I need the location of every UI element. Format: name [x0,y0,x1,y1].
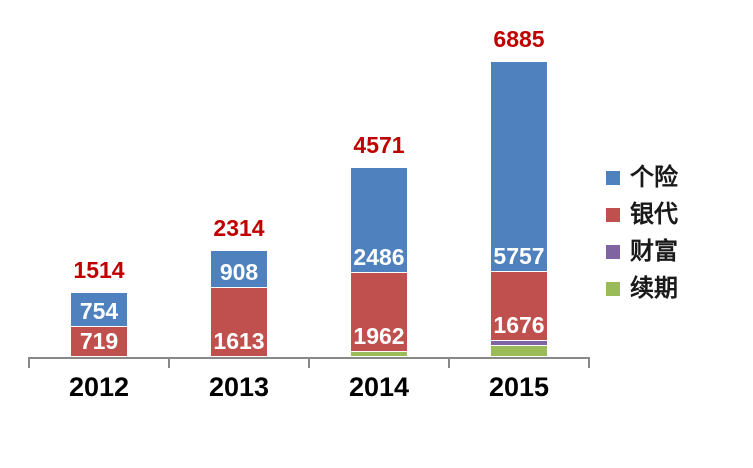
stacked-bar: 719 754 [71,293,127,356]
bar-segment: 719 [71,327,127,356]
legend-item: 个险 [606,164,678,192]
x-axis-category-label: 2013 [208,372,270,402]
legend-swatch [606,245,620,259]
segment-value-label: 719 [79,328,119,354]
bar-segment: 1613 [211,288,267,356]
legend-item: 续期 [606,275,678,303]
bar-segment: 1676 [491,272,547,340]
stacked-bar: 1962 2486 [351,168,407,356]
legend-label: 续期 [630,275,678,302]
legend-swatch [606,282,620,296]
total-value-label: 6885 [493,26,545,52]
legend-label: 个险 [630,164,678,191]
legend-swatch [606,171,620,185]
bar-segment: 5757 [491,62,547,271]
bar-segment: 908 [211,251,267,287]
stacked-bar: 1613 908 [211,251,267,356]
legend-swatch [606,208,620,222]
x-axis-tick [28,357,30,368]
x-axis-category-label: 2012 [68,372,130,402]
bar-segment: 1962 [351,273,407,351]
total-value-label: 1514 [73,257,125,283]
segment-value-label: 1962 [353,323,405,349]
legend: 个险 银代 财富 续期 [606,164,678,312]
stacked-bar: 1676 5757 [491,62,547,356]
x-axis-category-label: 2014 [348,372,410,402]
legend-item: 银代 [606,201,678,229]
legend-label: 银代 [630,201,678,228]
x-axis-tick [588,357,590,368]
x-axis-tick [168,357,170,368]
legend-label: 财富 [630,238,678,265]
segment-value-label: 754 [79,298,119,324]
total-value-label: 2314 [213,215,265,241]
bar-segment [491,346,547,356]
segment-value-label: 1676 [493,312,545,338]
legend-item: 财富 [606,238,678,266]
total-value-label: 4571 [353,132,405,158]
bar-segment [491,341,547,345]
segment-value-label: 2486 [353,244,405,270]
bar-segment [351,352,407,356]
segment-value-label: 1613 [213,328,265,354]
segment-value-label: 908 [219,259,259,285]
x-axis-category-label: 2015 [488,372,550,402]
x-axis-tick [448,357,450,368]
x-axis-tick [308,357,310,368]
bar-segment: 2486 [351,168,407,272]
segment-value-label: 5757 [493,243,545,269]
bar-segment: 754 [71,293,127,326]
